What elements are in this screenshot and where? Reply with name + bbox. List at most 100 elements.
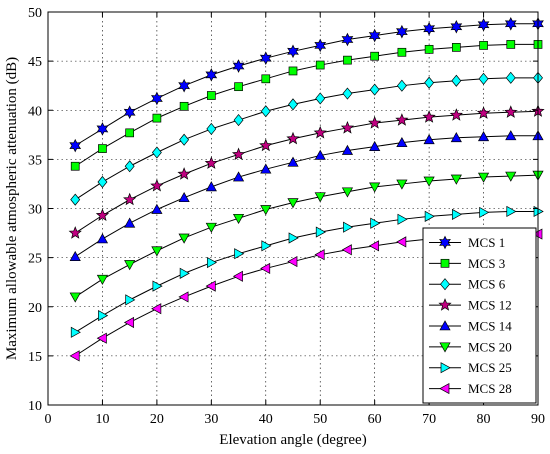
data-point-mcs-14	[69, 250, 81, 261]
data-point-mcs-12	[449, 108, 463, 121]
data-point-mcs-25	[179, 267, 190, 279]
data-point-mcs-20	[124, 260, 136, 271]
data-point-mcs-14	[314, 149, 326, 160]
series-line-mcs-3	[74, 43, 538, 167]
data-point-mcs-14	[205, 181, 217, 192]
data-point-mcs-3	[506, 40, 516, 49]
data-point-mcs-3	[261, 74, 271, 84]
data-point-mcs-28	[396, 236, 407, 248]
data-point-mcs-3	[451, 43, 461, 52]
data-point-mcs-6	[424, 76, 435, 89]
data-point-mcs-1	[287, 44, 299, 59]
data-point-mcs-6	[288, 98, 298, 111]
legend-label-mcs-28: MCS 28	[468, 381, 512, 396]
data-point-mcs-25	[506, 205, 517, 218]
y-tick-label: 10	[28, 399, 42, 414]
x-tick-label: 40	[259, 412, 273, 427]
data-point-mcs-1	[368, 28, 381, 43]
y-tick-labels: 10 15 20 25 30 35 40 45 50	[28, 6, 42, 414]
x-tick-label: 90	[531, 412, 545, 427]
data-point-mcs-25	[451, 208, 463, 220]
data-point-mcs-20	[314, 192, 326, 203]
x-tick-labels: 0 10 20 30 40 50 60 70 80 90	[45, 412, 546, 427]
data-point-mcs-6	[70, 193, 81, 206]
data-point-mcs-12	[231, 147, 246, 161]
data-point-mcs-20	[260, 205, 272, 216]
data-point-mcs-28	[151, 303, 162, 315]
x-tick-label: 10	[95, 412, 109, 427]
data-point-mcs-3	[234, 82, 243, 92]
data-point-mcs-28	[96, 332, 107, 344]
data-point-mcs-25	[261, 240, 272, 252]
data-point-mcs-12	[204, 156, 218, 169]
data-point-mcs-20	[369, 182, 381, 193]
data-point-mcs-25	[98, 309, 109, 322]
data-point-mcs-20	[450, 174, 462, 185]
legend-box	[422, 227, 537, 404]
data-point-mcs-1	[477, 17, 490, 32]
data-point-mcs-1	[504, 17, 517, 31]
data-point-mcs-12	[286, 131, 300, 145]
data-point-mcs-25	[370, 217, 381, 229]
data-point-mcs-14	[96, 233, 109, 244]
data-point-mcs-20	[287, 198, 299, 209]
data-point-mcs-12	[259, 138, 273, 152]
data-point-mcs-6	[369, 83, 380, 96]
legend-marker-mcs-1	[439, 235, 451, 250]
data-point-mcs-12	[395, 113, 409, 126]
x-axis-title: Elevation angle (degree)	[219, 432, 366, 448]
legend-marker-mcs-6	[440, 278, 450, 291]
x-tick-label: 0	[45, 412, 52, 427]
data-point-mcs-25	[288, 232, 299, 244]
y-axis-title: Maximum allowable atmospheric attenuatio…	[4, 57, 20, 360]
data-point-mcs-6	[206, 122, 217, 135]
data-point-mcs-20	[423, 176, 435, 187]
data-point-mcs-20	[205, 222, 217, 233]
data-point-mcs-28	[69, 350, 80, 362]
data-point-mcs-3	[206, 91, 216, 100]
legend-marker-mcs-3	[440, 258, 450, 268]
data-point-mcs-14	[287, 156, 299, 167]
data-point-mcs-6	[124, 160, 135, 173]
data-point-mcs-12	[313, 125, 327, 139]
data-point-mcs-6	[179, 133, 190, 146]
data-point-mcs-20	[96, 274, 109, 285]
data-point-mcs-12	[150, 178, 164, 192]
data-point-mcs-14	[423, 134, 435, 145]
data-point-mcs-14	[151, 203, 163, 214]
data-point-mcs-1	[423, 21, 435, 36]
data-point-mcs-20	[232, 213, 245, 225]
data-point-mcs-12	[68, 226, 82, 239]
x-tick-label: 80	[477, 412, 491, 427]
data-point-mcs-6	[151, 146, 162, 159]
data-point-mcs-3	[288, 66, 298, 76]
data-point-mcs-3	[343, 55, 352, 65]
legend-marker-mcs-14	[439, 320, 451, 331]
data-point-mcs-1	[151, 91, 163, 106]
data-point-mcs-20	[477, 172, 490, 183]
legend-label-mcs-25: MCS 25	[468, 360, 512, 375]
data-point-mcs-6	[505, 71, 516, 84]
data-point-mcs-28	[260, 262, 271, 275]
data-point-mcs-12	[476, 106, 491, 119]
data-point-mcs-25	[125, 294, 136, 306]
data-point-mcs-28	[205, 280, 216, 292]
x-tick-label: 30	[204, 412, 218, 427]
data-point-mcs-14	[178, 191, 190, 203]
legend-label-mcs-3: MCS 3	[468, 256, 505, 271]
series-line-mcs-20	[74, 174, 539, 298]
data-point-mcs-1	[396, 24, 408, 39]
data-point-mcs-14	[396, 136, 408, 148]
legend-label-mcs-20: MCS 20	[468, 339, 512, 354]
x-tick-label: 20	[150, 412, 164, 427]
legend-marker-mcs-28	[439, 382, 450, 395]
data-point-mcs-25	[152, 280, 163, 292]
data-point-mcs-6	[233, 114, 244, 127]
legend-marker-mcs-20	[439, 342, 451, 353]
data-point-mcs-3	[152, 113, 162, 123]
data-point-mcs-3	[125, 128, 135, 138]
data-point-mcs-20	[505, 171, 517, 182]
data-point-mcs-6	[451, 74, 462, 87]
data-point-mcs-14	[450, 132, 462, 143]
